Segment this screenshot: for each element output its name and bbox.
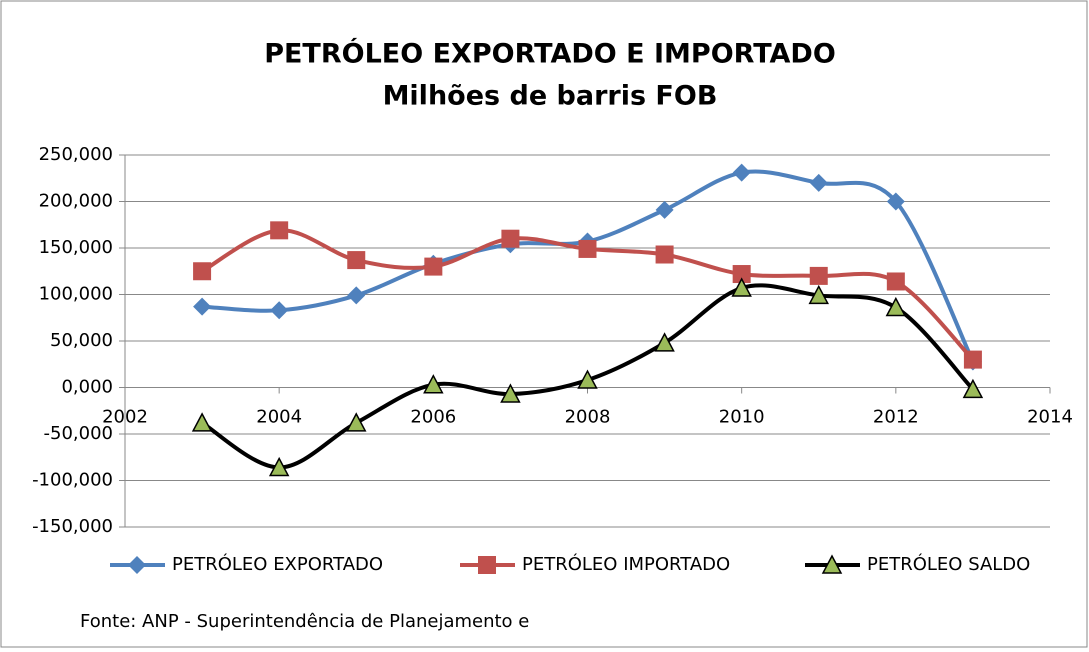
y-tick-label: 100,000 <box>39 284 113 305</box>
x-tick-label: 2004 <box>256 407 302 428</box>
y-tick-label: 150,000 <box>39 237 113 258</box>
marker <box>346 412 367 432</box>
x-tick-label: 2010 <box>719 407 765 428</box>
legend-marker <box>821 554 843 574</box>
marker <box>578 239 597 258</box>
y-tick-label: -100,000 <box>32 470 113 491</box>
y-tick-label: -50,000 <box>44 423 113 444</box>
source-note: Fonte: ANP - Superintendência de Planeja… <box>80 611 529 632</box>
marker <box>270 221 289 240</box>
x-tick-label: 2002 <box>102 407 148 428</box>
marker <box>886 272 905 291</box>
y-tick-label: 0,000 <box>61 377 113 398</box>
legend-label: PETRÓLEO IMPORTADO <box>522 553 730 575</box>
legend-label: PETRÓLEO EXPORTADO <box>172 553 383 575</box>
x-tick-label: 2012 <box>873 407 919 428</box>
marker <box>963 350 982 369</box>
marker <box>347 286 366 305</box>
marker <box>655 200 674 219</box>
chart-subtitle: Milhões de barris FOB <box>383 81 718 112</box>
y-tick-label: -150,000 <box>32 516 113 537</box>
marker <box>191 412 213 432</box>
marker <box>732 163 751 182</box>
y-tick-label: 200,000 <box>39 191 113 212</box>
marker <box>193 297 212 316</box>
marker <box>808 284 829 305</box>
series-line <box>201 169 975 363</box>
marker <box>424 257 443 276</box>
marker <box>347 251 366 270</box>
marker <box>655 245 674 264</box>
marker <box>654 332 675 352</box>
y-tick-label: 250,000 <box>39 144 113 165</box>
legend-marker <box>128 556 146 574</box>
marker <box>885 296 907 317</box>
chart-title: PETRÓLEO EXPORTADO E IMPORTADO <box>264 38 836 70</box>
legend-marker <box>478 556 496 574</box>
marker <box>500 383 521 403</box>
marker <box>193 262 212 281</box>
marker <box>577 369 598 389</box>
marker <box>809 266 828 285</box>
legend-label: PETRÓLEO SALDO <box>867 553 1030 575</box>
marker <box>268 456 290 477</box>
marker <box>732 265 751 284</box>
marker <box>270 301 289 320</box>
x-tick-label: 2014 <box>1027 407 1073 428</box>
y-tick-label: 50,000 <box>50 330 113 351</box>
x-tick-label: 2008 <box>565 407 611 428</box>
marker <box>962 378 984 399</box>
marker <box>886 192 905 211</box>
x-tick-label: 2006 <box>410 407 456 428</box>
marker <box>731 277 752 297</box>
marker <box>423 374 444 394</box>
marker <box>501 229 520 248</box>
marker <box>809 173 828 192</box>
